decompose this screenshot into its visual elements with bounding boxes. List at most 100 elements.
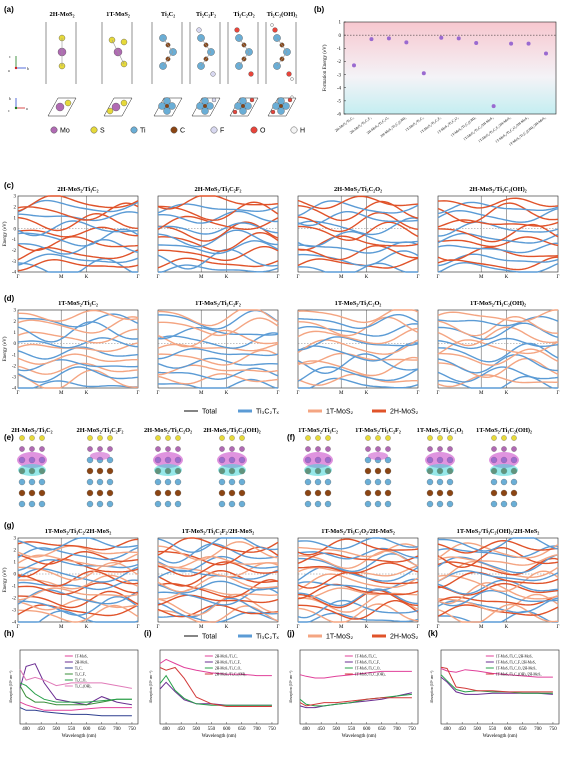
absorption-xlabel: Wavelength (nm) xyxy=(202,734,237,739)
band-line xyxy=(438,375,558,389)
charge-atom xyxy=(490,478,498,486)
band-line xyxy=(157,373,279,385)
band-line xyxy=(157,537,279,556)
kpoint-label: Γ xyxy=(297,625,300,630)
charge-atom xyxy=(97,446,103,452)
x-tick-label: 700 xyxy=(534,727,542,732)
band-y-tick: -3 xyxy=(12,376,17,381)
charge-title: 1T-MoS₂/Ti₃C₂(OH)₂ xyxy=(476,427,532,434)
band-line xyxy=(17,537,139,551)
bond xyxy=(111,39,125,65)
x-tick-label: 500 xyxy=(193,727,201,732)
absorption-series-line xyxy=(440,674,553,694)
band-line xyxy=(297,543,419,558)
kpoint-label: M xyxy=(59,625,64,630)
charge-atom xyxy=(175,435,181,441)
band-line xyxy=(157,229,279,248)
atom xyxy=(106,107,114,115)
x-tick-label: 500 xyxy=(53,727,61,732)
kpoint-label: M xyxy=(339,391,344,396)
panel-label-f: (f) xyxy=(287,433,295,442)
band-y-tick: -1 xyxy=(12,585,17,590)
charge-atom xyxy=(155,446,161,452)
band-y-tick: -1 xyxy=(12,238,17,243)
x-tick-label: 700 xyxy=(253,727,261,732)
charge-atom xyxy=(511,435,517,441)
charge-atom xyxy=(384,478,392,486)
absorption-series-line xyxy=(19,663,132,706)
band-line xyxy=(17,550,139,565)
kpoint-label: Γ xyxy=(137,391,140,396)
band-line xyxy=(437,557,559,576)
band-line xyxy=(157,248,279,270)
charge-atom xyxy=(384,456,392,464)
band-line xyxy=(437,570,559,583)
band-line xyxy=(18,380,139,389)
charge-atom xyxy=(86,500,94,508)
charge-atom xyxy=(324,500,332,508)
band-line xyxy=(18,211,139,222)
bond xyxy=(276,51,288,67)
formation-point xyxy=(369,37,374,42)
charge-atom xyxy=(96,467,104,475)
band-line xyxy=(297,589,419,609)
kpoint-label: Γ xyxy=(277,275,280,280)
x-tick-label: 550 xyxy=(208,727,216,732)
absorption-legend-label: 1T-MoS₂/Ti₃C₂ xyxy=(355,654,378,658)
band-line xyxy=(437,326,559,347)
structure-title: Ti₂C₂ xyxy=(161,11,175,18)
charge-atom xyxy=(86,456,94,464)
kpoint-label: Γ xyxy=(417,275,420,280)
x-tick-label: 600 xyxy=(504,727,512,732)
atom xyxy=(234,27,240,33)
panel-label-j: (j) xyxy=(287,629,295,638)
formation-point xyxy=(544,51,548,56)
absorption-legend-label: 2H-MoS₂/Ti₃C₂(OH)₂ xyxy=(215,672,247,676)
kpoint-label: K xyxy=(225,391,229,396)
band-line xyxy=(297,231,419,248)
band-line xyxy=(17,604,139,623)
y-tick-label: -6 xyxy=(337,113,342,118)
band-line xyxy=(157,246,279,261)
band-line xyxy=(17,582,138,596)
charge-atom xyxy=(364,467,372,475)
structure-title: 1T-MoS₂ xyxy=(106,11,130,18)
band-line xyxy=(157,604,279,618)
formation-point xyxy=(491,104,496,109)
charge-depletion xyxy=(490,464,518,476)
band-line xyxy=(437,571,559,589)
charge-atom xyxy=(365,446,371,452)
absorption-legend-label: 1T-MoS₂/Ti₃C₂(OH)₂/2H-MoS₂ xyxy=(496,672,542,676)
band-line xyxy=(157,222,279,235)
charge-atom xyxy=(18,500,26,508)
charge-atom xyxy=(238,500,246,508)
band-legend-label: Ti₃C₂Tₓ xyxy=(256,408,279,415)
kpoint-label: Γ xyxy=(137,625,140,630)
kpoint-label: K xyxy=(85,391,89,396)
charge-atom xyxy=(385,435,391,441)
kpoint-label: Γ xyxy=(557,391,560,396)
formation-point xyxy=(421,71,426,76)
formation-point xyxy=(474,41,479,46)
charge-accumulation xyxy=(489,452,519,468)
band-legend-label: Ti₃C₂Tₓ xyxy=(256,633,279,640)
band-line xyxy=(17,369,139,389)
band-line xyxy=(17,353,138,365)
band-line xyxy=(157,546,279,566)
kpoint-label: M xyxy=(339,625,344,630)
atom xyxy=(286,71,292,77)
atom xyxy=(232,109,238,115)
charge-accumulation xyxy=(153,452,183,468)
band-line xyxy=(437,253,559,267)
charge-atom xyxy=(107,435,113,441)
charge-atom xyxy=(374,500,382,508)
band-line xyxy=(437,339,559,355)
band-y-tick: 2 xyxy=(14,320,17,325)
band-y-tick: -2 xyxy=(12,364,17,369)
kpoint-label: Γ xyxy=(157,625,160,630)
charge-atom xyxy=(304,489,312,497)
x-tick-label: 550 xyxy=(489,727,497,732)
atom xyxy=(120,99,128,107)
atom xyxy=(277,97,285,105)
charge-atom xyxy=(510,500,518,508)
